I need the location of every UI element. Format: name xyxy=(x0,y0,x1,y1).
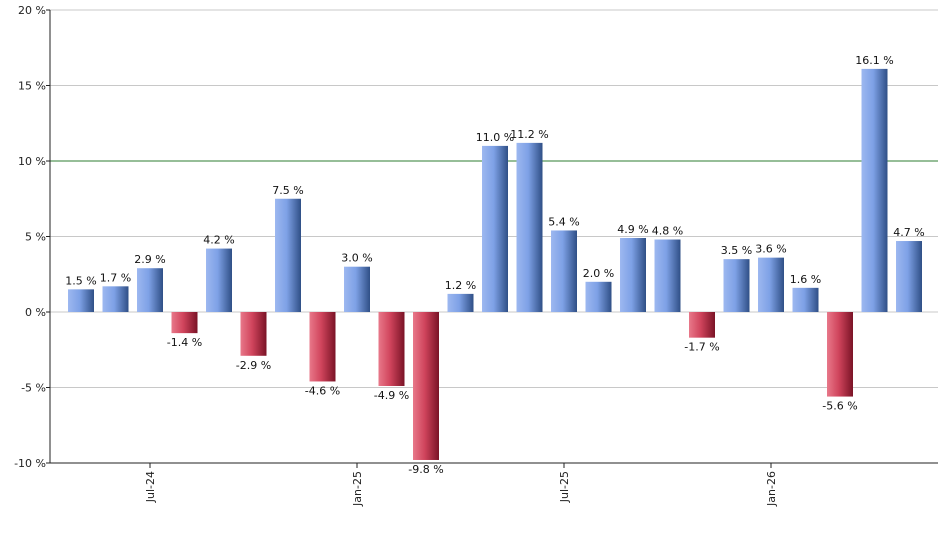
bar-positive xyxy=(896,241,922,312)
y-tick-label: 15 % xyxy=(18,80,46,93)
bar-value-label: 2.9 % xyxy=(134,253,165,266)
bar-negative xyxy=(171,312,198,334)
bar-value-label: 11.0 % xyxy=(476,131,514,144)
bar-value-label: -4.9 % xyxy=(374,389,409,402)
x-tick-label: Jan-25 xyxy=(351,471,364,507)
bar-positive xyxy=(482,145,508,312)
bar-positive xyxy=(102,286,129,312)
x-tick-label: Jan-26 xyxy=(765,471,778,507)
bar-value-label: 1.7 % xyxy=(100,271,131,284)
bar-positive xyxy=(137,268,163,312)
bar-positive xyxy=(654,239,681,312)
bar-positive xyxy=(344,266,370,312)
bar-value-label: -5.6 % xyxy=(822,400,857,413)
bar-value-label: 1.6 % xyxy=(790,273,821,286)
bar-positive xyxy=(275,198,301,312)
bar-negative xyxy=(827,312,853,397)
y-tick-label: 5 % xyxy=(25,231,46,244)
bar-negative xyxy=(309,312,336,382)
bar-negative xyxy=(240,312,267,356)
bar-value-label: 1.2 % xyxy=(445,279,476,292)
bar-value-label: -4.6 % xyxy=(305,384,340,397)
bar-value-label: 4.9 % xyxy=(617,223,648,236)
bar-positive xyxy=(861,68,888,312)
bar-positive xyxy=(723,259,750,312)
bar-positive xyxy=(585,281,612,312)
bar-value-label: 16.1 % xyxy=(855,54,893,67)
data-labels: 1.5 % 1.7 %2.9 % -1.4 % 4.2 % -2.9 % 7.5 % -4.… xyxy=(65,54,924,476)
bar-positive xyxy=(620,238,646,312)
bar-negative xyxy=(413,312,439,460)
bar-positive xyxy=(68,289,94,312)
bar-positive xyxy=(792,287,819,312)
y-tick-label: -5 % xyxy=(21,382,46,395)
x-tick-label: Jul-24 xyxy=(144,471,157,503)
bar-positive xyxy=(758,257,784,312)
bar-value-label: 3.5 % xyxy=(721,244,752,257)
y-tick-label: 10 % xyxy=(18,155,46,168)
bar-positive xyxy=(551,230,577,312)
bar-value-label: 4.2 % xyxy=(203,234,234,247)
x-tick-label: Jul-25 xyxy=(558,471,571,503)
bar-value-label: 3.0 % xyxy=(341,252,372,265)
bar-negative xyxy=(378,312,405,386)
bar-value-label: 5.4 % xyxy=(548,215,579,228)
bars xyxy=(68,68,922,460)
bar-value-label: 4.7 % xyxy=(893,226,924,239)
bar-value-label: 7.5 % xyxy=(272,184,303,197)
y-tick-label: 20 % xyxy=(18,4,46,17)
bar-positive xyxy=(516,142,543,312)
bar-value-label: -1.7 % xyxy=(684,341,719,354)
bar-value-label: 2.0 % xyxy=(583,267,614,280)
y-tick-label: 0 % xyxy=(25,306,46,319)
bar-value-label: -2.9 % xyxy=(236,359,271,372)
y-tick-label: -10 % xyxy=(14,457,46,470)
bar-value-label: 4.8 % xyxy=(652,225,683,238)
bar-value-label: 3.6 % xyxy=(755,243,786,256)
axes: 20 % 15 % 10 % 5 % 0 % -5 % -10 % Jul-24 Jan-25 J… xyxy=(14,4,938,507)
bar-value-label: -9.8 % xyxy=(408,463,443,476)
bar-negative xyxy=(689,312,715,338)
bar-positive xyxy=(206,248,232,312)
bar-positive xyxy=(447,293,474,312)
bar-value-label: 11.2 % xyxy=(510,128,548,141)
bar-value-label: 1.5 % xyxy=(65,274,96,287)
bar-value-label: -1.4 % xyxy=(167,336,202,349)
